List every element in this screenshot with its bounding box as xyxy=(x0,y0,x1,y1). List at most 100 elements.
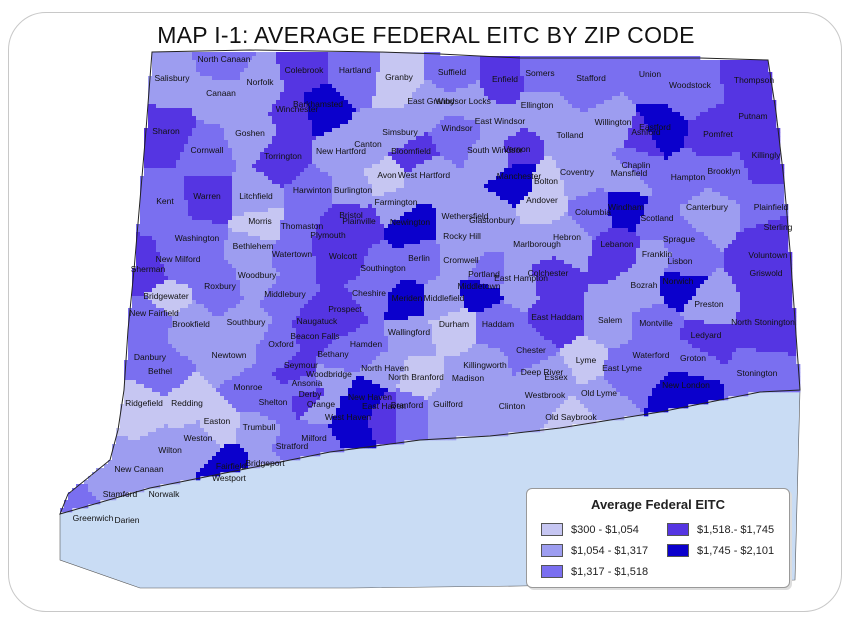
town-region-cell xyxy=(708,116,713,121)
town-region-cell xyxy=(648,116,653,121)
town-region-cell xyxy=(656,80,661,85)
town-region-cell xyxy=(620,148,625,153)
town-region-cell xyxy=(248,100,253,105)
town-region-cell xyxy=(740,160,745,165)
town-region-cell xyxy=(184,180,189,185)
town-region-cell xyxy=(340,96,345,101)
town-region-cell xyxy=(336,72,341,77)
town-region-cell xyxy=(544,116,549,121)
town-region-cell xyxy=(596,152,601,157)
town-region-cell xyxy=(228,96,233,101)
town-region-cell xyxy=(256,144,261,149)
town-region-cell xyxy=(204,92,209,97)
town-region-cell xyxy=(312,180,317,185)
town-region-cell xyxy=(332,116,337,121)
town-region-cell xyxy=(216,164,221,169)
town-region-cell xyxy=(212,56,217,61)
town-region-cell xyxy=(440,72,445,77)
town-region-cell xyxy=(544,140,549,145)
town-region-cell xyxy=(384,52,389,57)
town-region-cell xyxy=(388,164,393,169)
town-region-cell xyxy=(368,168,373,173)
town-region-cell xyxy=(224,80,229,85)
town-region-cell xyxy=(464,72,469,77)
town-region-cell xyxy=(352,180,357,185)
town-region-cell xyxy=(200,64,205,69)
town-region-cell xyxy=(164,68,169,73)
town-region-cell xyxy=(580,80,585,85)
town-region-cell xyxy=(368,100,373,105)
town-region-cell xyxy=(640,84,645,89)
town-region-cell xyxy=(456,172,461,177)
town-region-cell xyxy=(520,100,525,105)
town-region-cell xyxy=(228,68,233,73)
town-region-cell xyxy=(144,148,149,153)
town-region-cell xyxy=(376,128,381,133)
town-region-cell xyxy=(648,144,653,149)
town-region-cell xyxy=(512,128,517,133)
town-region-cell xyxy=(356,64,361,69)
town-region-cell xyxy=(332,128,337,133)
town-region-cell xyxy=(604,60,609,65)
town-region-cell xyxy=(560,108,565,113)
town-region-cell xyxy=(448,140,453,145)
town-region-cell xyxy=(248,84,253,89)
town-region-cell xyxy=(536,96,541,101)
town-region-cell xyxy=(260,148,265,153)
town-region-cell xyxy=(684,140,689,145)
town-region-cell xyxy=(392,76,397,81)
town-region-cell xyxy=(624,132,629,137)
town-region-cell xyxy=(328,128,333,133)
town-region-cell xyxy=(548,92,553,97)
town-region-cell xyxy=(592,148,597,153)
town-region-cell xyxy=(192,160,197,165)
town-region-cell xyxy=(628,92,633,97)
town-region-cell xyxy=(448,124,453,129)
town-region-cell xyxy=(272,140,277,145)
town-region-cell xyxy=(248,60,253,65)
town-region-cell xyxy=(436,160,441,165)
town-region-cell xyxy=(580,76,585,81)
town-region-cell xyxy=(696,116,701,121)
town-region-cell xyxy=(228,88,233,93)
town-region-cell xyxy=(568,72,573,77)
town-region-cell xyxy=(680,132,685,137)
town-region-cell xyxy=(648,100,653,105)
town-region-cell xyxy=(612,160,617,165)
town-region-cell xyxy=(540,64,545,69)
town-region-cell xyxy=(400,88,405,93)
town-region-cell xyxy=(488,156,493,161)
town-region-cell xyxy=(220,56,225,61)
town-region-cell xyxy=(712,80,717,85)
town-region-cell xyxy=(680,84,685,89)
town-region-cell xyxy=(640,120,645,125)
town-region-cell xyxy=(612,64,617,69)
town-region-cell xyxy=(728,116,733,121)
town-region-cell xyxy=(332,92,337,97)
town-region-cell xyxy=(508,104,513,109)
town-region-cell xyxy=(488,96,493,101)
town-region-cell xyxy=(384,164,389,169)
town-region-cell xyxy=(408,56,413,61)
town-region-cell xyxy=(532,104,537,109)
town-region-cell xyxy=(352,100,357,105)
town-region-cell xyxy=(716,104,721,109)
town-region-cell xyxy=(172,168,177,173)
town-region-cell xyxy=(660,92,665,97)
town-region-cell xyxy=(408,108,413,113)
town-region-cell xyxy=(656,152,661,157)
town-region-cell xyxy=(168,152,173,157)
town-region-cell xyxy=(156,104,161,109)
town-region-cell xyxy=(544,80,549,85)
town-region-cell xyxy=(384,76,389,81)
town-region-cell xyxy=(464,68,469,73)
town-region-cell xyxy=(432,56,437,61)
town-region-cell xyxy=(652,84,657,89)
town-region-cell xyxy=(256,148,261,153)
town-region-cell xyxy=(184,176,189,181)
town-region-cell xyxy=(480,160,485,165)
town-region-cell xyxy=(720,64,725,69)
town-region-cell xyxy=(500,84,505,89)
town-region-cell xyxy=(252,72,257,77)
town-region-cell xyxy=(184,112,189,117)
